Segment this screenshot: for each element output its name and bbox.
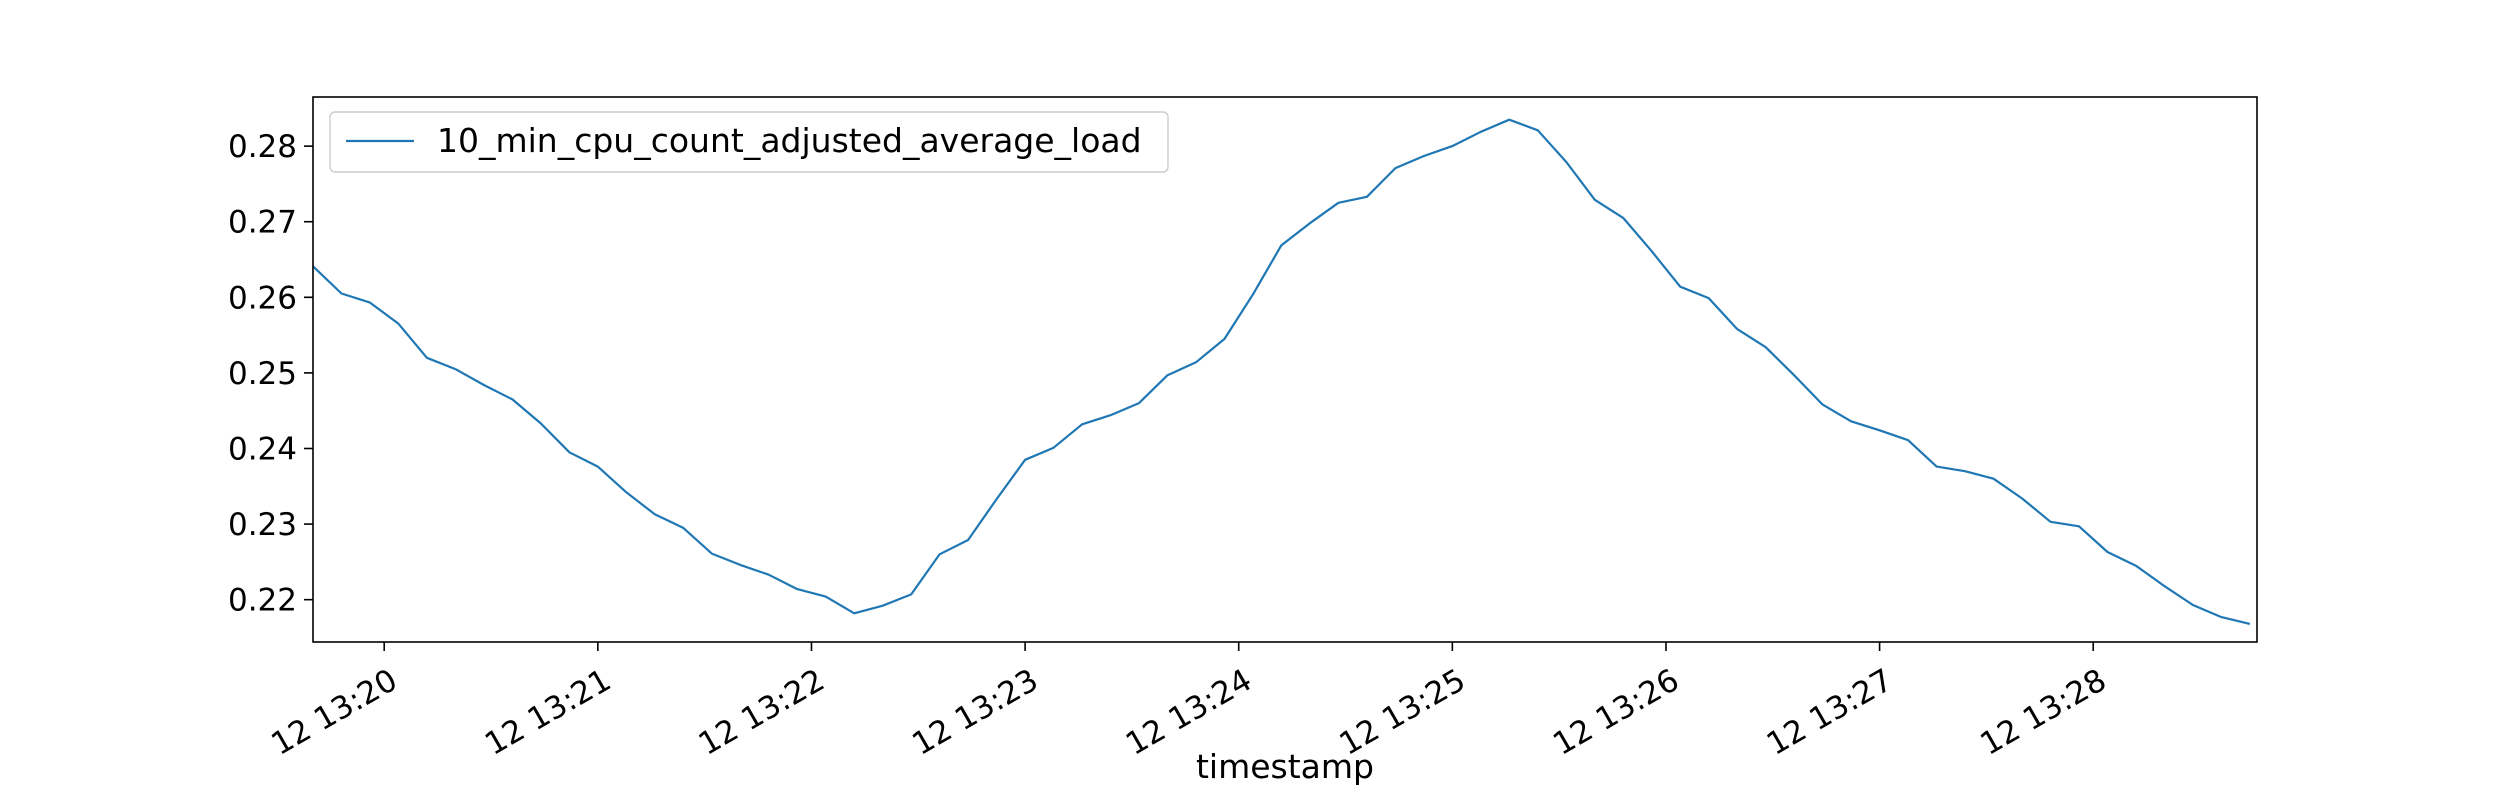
y-tick-label: 0.27 <box>228 205 297 241</box>
x-tick-label: 12 13:23 <box>906 662 1044 762</box>
series-line <box>313 118 2251 625</box>
x-tick-label: 12 13:28 <box>1974 662 2112 762</box>
x-tick-label: 12 13:27 <box>1761 662 1899 762</box>
x-tick-label: 12 13:20 <box>265 662 403 762</box>
legend: 10_min_cpu_count_adjusted_average_load <box>329 111 1169 173</box>
y-tick-label: 0.22 <box>228 583 297 619</box>
x-axis-label: timestamp <box>1196 747 1374 786</box>
x-tick-label: 12 13:26 <box>1547 662 1685 762</box>
plot-area-frame <box>312 96 2258 643</box>
legend-label: 10_min_cpu_count_adjusted_average_load <box>437 121 1142 160</box>
x-tick-label: 12 13:22 <box>693 662 831 762</box>
y-tick-label: 0.26 <box>228 280 297 316</box>
legend-box <box>329 111 1169 173</box>
y-tick-label: 0.23 <box>228 507 297 543</box>
y-tick-label: 0.28 <box>228 129 297 165</box>
axis-ticks-layer: 0.22 0.23 0.24 0.25 0.26 0.27 0.28 12 13:20 12 1… <box>228 129 2112 763</box>
series-layer <box>313 118 2251 625</box>
y-tick-label: 0.24 <box>228 431 297 467</box>
x-tick-label: 12 13:21 <box>479 662 617 762</box>
y-tick-label: 0.25 <box>228 356 297 392</box>
